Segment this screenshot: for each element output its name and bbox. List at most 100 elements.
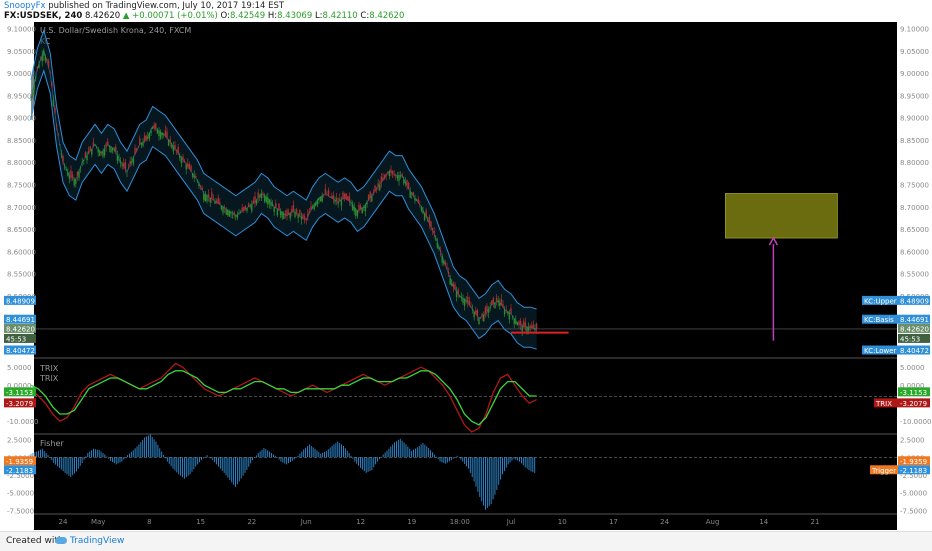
y-tick-label-right: -5.0000 bbox=[900, 490, 927, 498]
fisher-bar bbox=[335, 443, 336, 457]
candle-body bbox=[210, 198, 211, 202]
candle-body bbox=[525, 322, 526, 327]
candle-body bbox=[115, 147, 116, 152]
candle-body bbox=[334, 200, 335, 202]
fisher-bar bbox=[301, 452, 302, 458]
candle-body bbox=[368, 195, 369, 200]
fisher-bar bbox=[430, 450, 431, 457]
candle-body bbox=[174, 145, 175, 149]
candle-body bbox=[518, 322, 519, 324]
candle-body bbox=[160, 132, 161, 138]
fisher-bar bbox=[434, 454, 435, 457]
candle-body bbox=[139, 138, 140, 144]
candle-body bbox=[506, 310, 507, 311]
fisher-bar bbox=[271, 453, 272, 457]
candle-body bbox=[150, 130, 151, 133]
candle-body bbox=[194, 176, 195, 178]
candle-body bbox=[224, 208, 225, 209]
fisher-bar bbox=[161, 452, 162, 458]
candle-body bbox=[285, 214, 286, 215]
candle-body bbox=[352, 205, 353, 210]
candle-body bbox=[138, 147, 139, 148]
fisher-bar bbox=[371, 457, 372, 470]
fisher-bar bbox=[423, 443, 424, 457]
price-change: +0.00071 (+0.01%) bbox=[132, 11, 218, 21]
candle-body bbox=[475, 310, 476, 314]
fisher-bar bbox=[150, 435, 151, 458]
fisher-bar bbox=[263, 448, 264, 457]
fisher-bar bbox=[529, 457, 530, 470]
fisher-bar bbox=[443, 457, 444, 463]
candle-body bbox=[98, 149, 99, 153]
candle-body bbox=[381, 177, 382, 183]
fisher-bar bbox=[146, 436, 147, 457]
candle-body bbox=[456, 292, 457, 297]
candle-body bbox=[67, 172, 68, 176]
fisher-bar bbox=[445, 457, 446, 463]
fisher-bar bbox=[432, 452, 433, 457]
candle-body bbox=[155, 123, 156, 128]
fisher-bar bbox=[182, 457, 183, 477]
candle-body bbox=[147, 137, 148, 138]
tradingview-link[interactable]: TradingView bbox=[55, 536, 124, 546]
candle-body bbox=[93, 142, 94, 146]
fisher-bar bbox=[44, 451, 45, 457]
x-tick-label: 10 bbox=[558, 518, 567, 526]
fisher-bar bbox=[451, 457, 452, 460]
fisher-bar bbox=[273, 454, 274, 457]
candle-body bbox=[515, 321, 516, 324]
candle-body bbox=[507, 312, 508, 314]
candle-body bbox=[214, 201, 215, 204]
candle-body bbox=[402, 174, 403, 176]
candle-body bbox=[526, 327, 527, 332]
candle-body bbox=[398, 176, 399, 181]
candle-body bbox=[102, 151, 103, 156]
fisher-bar bbox=[383, 454, 384, 457]
candle-body bbox=[339, 199, 340, 202]
candle-body bbox=[523, 321, 524, 327]
candle-body bbox=[498, 300, 499, 302]
fisher-bar bbox=[110, 457, 111, 461]
candle-body bbox=[51, 83, 52, 87]
symbol: FX:USDSEK, 240 bbox=[4, 11, 82, 21]
author-link[interactable]: SnoopyFx bbox=[4, 1, 46, 11]
candle-body bbox=[94, 144, 95, 145]
kc-lower-label-right: 8.40472 bbox=[900, 347, 929, 355]
fisher-bar bbox=[313, 447, 314, 457]
fisher-bar bbox=[235, 457, 236, 487]
candle-body bbox=[259, 196, 260, 197]
trix-subtitle: TRIX bbox=[39, 374, 59, 383]
candle-body bbox=[331, 196, 332, 198]
fisher-bar bbox=[61, 457, 62, 469]
candle-body bbox=[491, 300, 492, 305]
fisher-bar bbox=[400, 439, 401, 457]
candle-body bbox=[531, 326, 532, 328]
candle-body bbox=[171, 144, 172, 147]
candle-body bbox=[187, 163, 188, 166]
candle-body bbox=[173, 147, 174, 152]
fisher-bar bbox=[322, 453, 323, 457]
candle-body bbox=[440, 251, 441, 252]
fisher-bar bbox=[343, 446, 344, 457]
up-arrow-icon: ▲ bbox=[123, 11, 130, 21]
low-value: 8.42110 bbox=[323, 11, 358, 21]
candle-body bbox=[411, 193, 412, 194]
fisher-bar bbox=[438, 457, 439, 459]
candle-body bbox=[451, 283, 452, 286]
fisher-bar bbox=[174, 457, 175, 470]
candle-body bbox=[208, 195, 209, 197]
fisher-bar bbox=[42, 449, 43, 458]
fisher-bar bbox=[515, 457, 516, 459]
candle-body bbox=[301, 217, 302, 219]
fisher-bar bbox=[472, 457, 473, 477]
candle-body bbox=[227, 210, 228, 215]
candle-body bbox=[226, 209, 227, 214]
candle-body bbox=[243, 207, 244, 210]
candle-body bbox=[66, 169, 67, 170]
fisher-bar bbox=[447, 457, 448, 462]
footer: Created with TradingView bbox=[0, 531, 932, 551]
fisher-bar bbox=[485, 457, 486, 509]
fisher-bar bbox=[152, 437, 153, 457]
fisher-bar bbox=[123, 457, 124, 459]
